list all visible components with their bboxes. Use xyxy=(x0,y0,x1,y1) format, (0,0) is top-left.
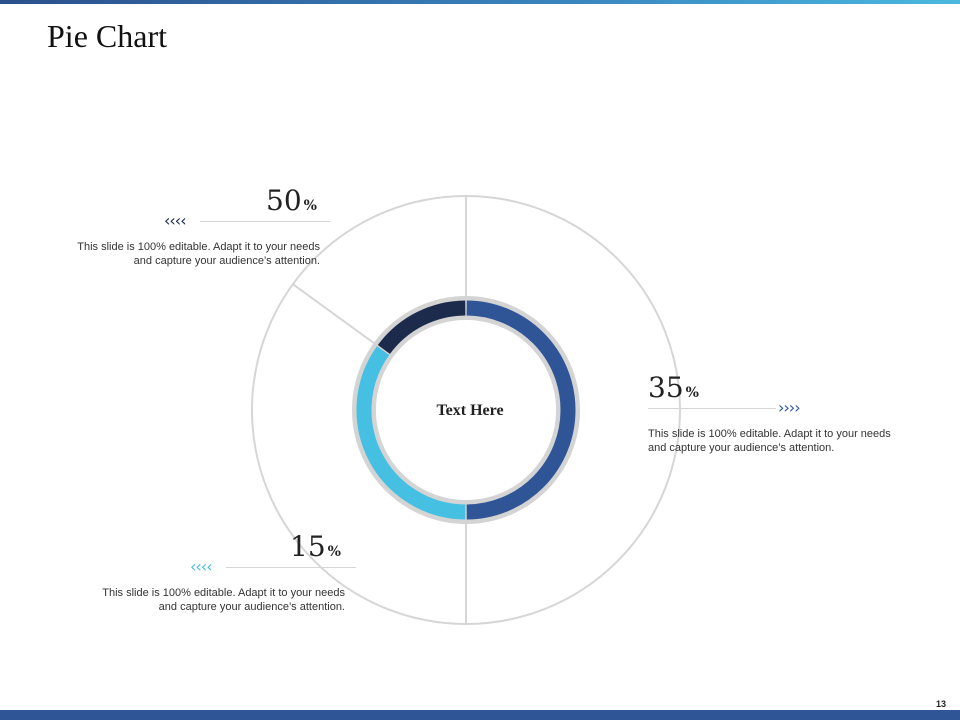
chevrons-left-icon: ‹‹‹‹ xyxy=(190,557,213,576)
callout-divider xyxy=(648,408,776,409)
chart-center-label: Text Here xyxy=(436,402,504,419)
callout-percent-symbol: % xyxy=(327,544,341,560)
callout-value: 35 xyxy=(648,371,684,404)
donut-hole xyxy=(376,320,556,500)
chevrons-right-icon: ›››› xyxy=(778,398,801,417)
callout-percentage: 15% xyxy=(290,533,341,561)
slide-title: Pie Chart xyxy=(47,18,167,54)
callout-percentage: 50% xyxy=(266,187,317,215)
outer-ring-guides xyxy=(251,195,681,625)
callout-divider xyxy=(200,221,330,222)
top-accent-bar xyxy=(0,0,960,4)
callout-description: This slide is 100% editable. Adapt it to… xyxy=(102,587,345,613)
callout-value: 15 xyxy=(290,530,326,563)
page-number: 13 xyxy=(935,699,946,709)
bottom-accent-bar xyxy=(0,710,960,720)
callout-description: This slide is 100% editable. Adapt it to… xyxy=(648,428,891,454)
callout-percent-symbol: % xyxy=(303,198,317,214)
pie-slice xyxy=(466,300,576,520)
slice-separator-line xyxy=(292,283,375,344)
chevrons-left-icon: ‹‹‹‹ xyxy=(164,211,187,230)
callout-percentage: 35% xyxy=(648,374,699,402)
callout-percent-symbol: % xyxy=(685,385,699,401)
callout-value: 50 xyxy=(266,184,302,217)
donut-ring xyxy=(352,296,580,524)
pie-slice xyxy=(356,346,466,520)
pie-slice xyxy=(377,300,466,355)
callout-description: This slide is 100% editable. Adapt it to… xyxy=(77,241,320,267)
callout-divider xyxy=(226,567,356,568)
